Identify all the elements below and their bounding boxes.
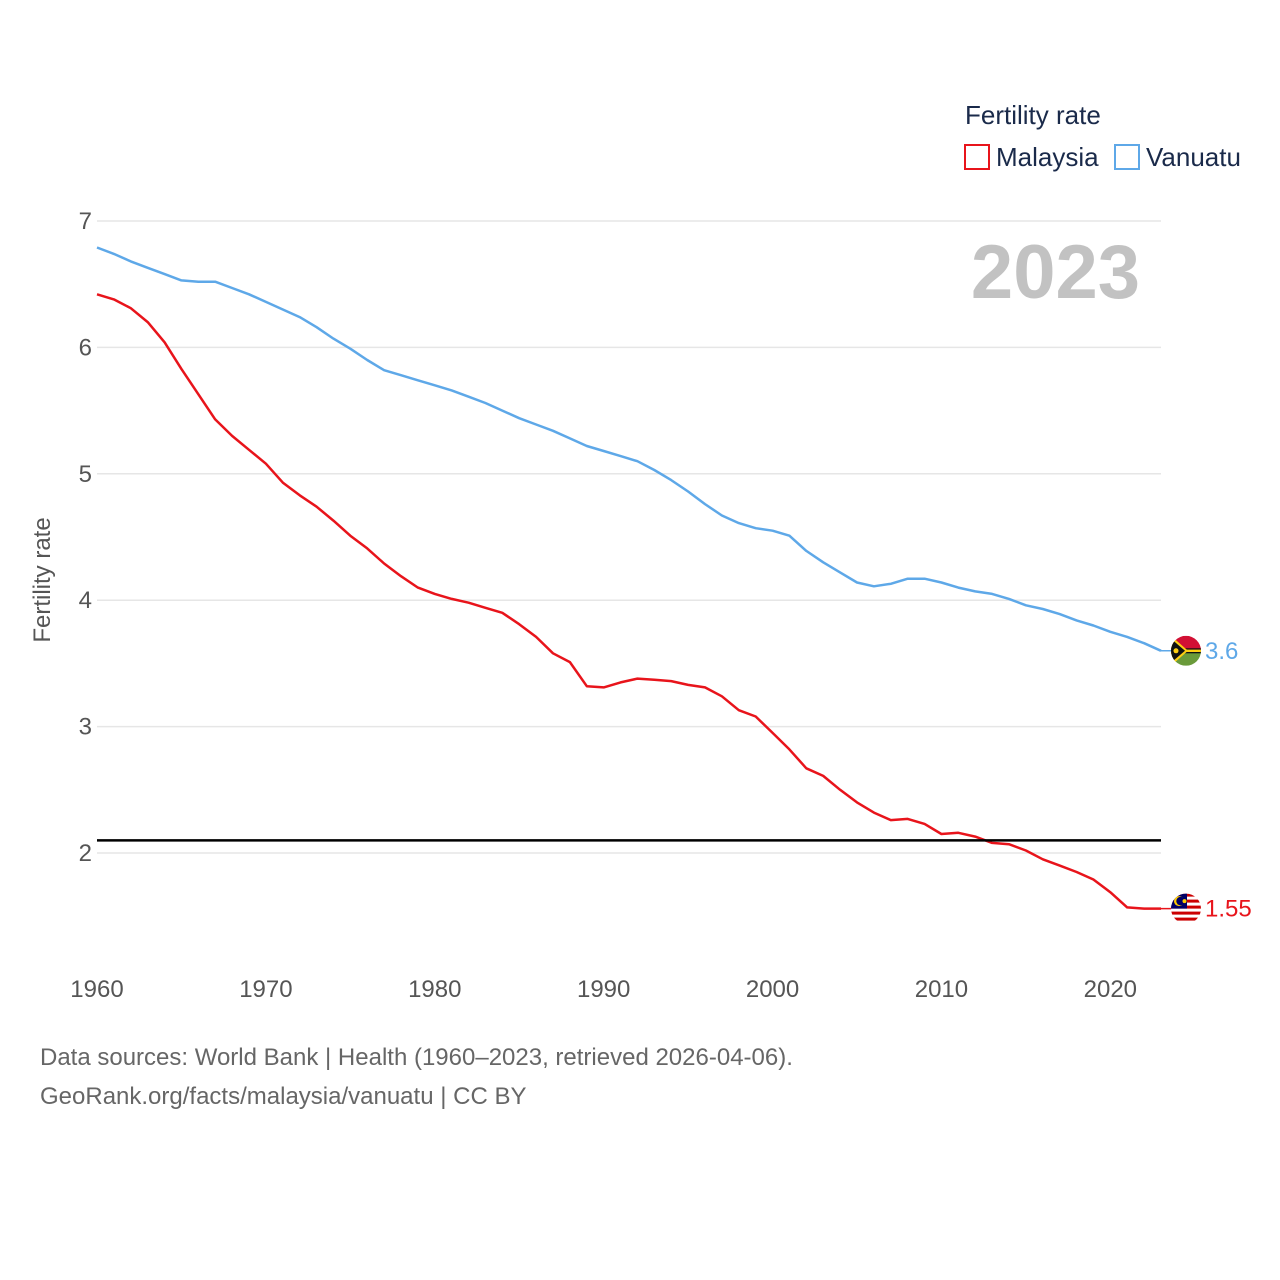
year-label: 2023 [971,230,1140,315]
legend-swatch-malaysia [964,144,990,170]
y-tick-label: 7 [79,208,92,235]
y-tick-label: 4 [79,587,92,614]
y-axis-title: Fertility rate [29,517,56,642]
gridlines [97,220,1161,854]
legend-label-malaysia: Malaysia [996,142,1099,172]
legend-item-vanuatu[interactable]: Vanuatu [1114,142,1241,172]
x-tick-label: 1980 [408,976,461,1003]
legend-swatch-vanuatu [1114,144,1140,170]
series-line-malaysia [96,293,1161,910]
x-tick-label: 1960 [70,976,123,1003]
vanuatu-end-value: 3.6 [1205,638,1238,665]
legend: Fertility rate Malaysia Vanuatu [964,100,1241,172]
x-tick-label: 1970 [239,976,292,1003]
footer-link[interactable]: GeoRank.org/facts/malaysia/vanuatu | CC … [40,1083,527,1110]
y-tick-label: 3 [79,714,92,741]
malaysia-end-value: 1.55 [1205,896,1252,923]
malaysia-flag-icon [1171,893,1201,924]
x-tick-label: 2020 [1084,976,1137,1003]
legend-label-vanuatu: Vanuatu [1146,142,1241,172]
y-tick-label: 2 [79,840,92,867]
y-tick-label: 6 [79,334,92,361]
vanuatu-flag-icon [1171,635,1201,666]
x-tick-label: 2000 [746,976,799,1003]
legend-item-malaysia[interactable]: Malaysia [964,142,1099,172]
y-axis-ticks: 2 3 4 5 6 7 [79,208,92,867]
series-line-vanuatu [96,246,1162,652]
x-tick-label: 2010 [915,976,968,1003]
footer-sources: Data sources: World Bank | Health (1960–… [40,1044,793,1071]
y-tick-label: 5 [79,461,92,488]
x-tick-label: 1990 [577,976,630,1003]
legend-title: Fertility rate [965,100,1101,130]
x-axis-ticks: 1960 1970 1980 1990 2000 2010 2020 [70,976,1137,1003]
